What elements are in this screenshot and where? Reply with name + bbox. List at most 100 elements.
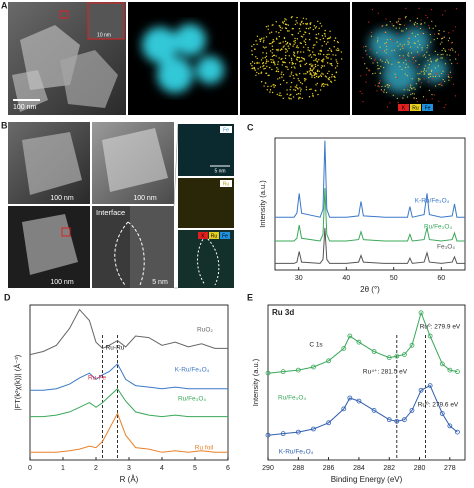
eds-dot xyxy=(314,27,317,29)
eds-dot xyxy=(418,7,420,9)
eds-dot xyxy=(377,85,379,87)
eds-dot xyxy=(294,86,296,88)
eds-dot xyxy=(278,77,281,79)
eds-dot xyxy=(430,73,432,75)
eds-dot xyxy=(392,40,394,43)
series-label: K-Ru/Fe₃O₄ xyxy=(279,449,314,456)
eds-dot xyxy=(414,35,417,37)
eds-dot xyxy=(316,69,319,71)
eds-dot xyxy=(443,30,445,32)
particle xyxy=(60,50,118,108)
eds-dot xyxy=(288,47,290,49)
eds-dot xyxy=(296,74,298,76)
eds-dot xyxy=(447,75,449,77)
eds-dot xyxy=(441,41,443,43)
series-label: Ru/Fe₃O₄ xyxy=(424,224,452,231)
eds-dot xyxy=(423,69,426,71)
eds-dot xyxy=(396,41,398,43)
data-point xyxy=(427,383,433,389)
eds-dot xyxy=(390,38,393,41)
eds-dot xyxy=(316,73,318,75)
eds-dot xyxy=(426,47,428,49)
eds-dot xyxy=(282,79,285,82)
eds-dot xyxy=(440,57,442,59)
eds-dot xyxy=(263,37,265,39)
eds-dot xyxy=(328,70,330,72)
eds-dot xyxy=(267,25,269,27)
eds-dot xyxy=(266,65,268,68)
eds-dot xyxy=(421,32,423,34)
eds-dot xyxy=(403,56,405,59)
eds-dot xyxy=(262,62,265,64)
eds-dot xyxy=(378,86,381,88)
eds-dot xyxy=(285,54,287,57)
eds-dot xyxy=(311,70,313,72)
eds-dot xyxy=(315,58,318,60)
eds-dot xyxy=(289,43,291,46)
data-point xyxy=(265,370,271,376)
map-label: Ru xyxy=(223,181,230,187)
eds-dot xyxy=(283,20,286,22)
eds-dot xyxy=(326,62,329,64)
eds-dot xyxy=(290,98,292,100)
eds-dot xyxy=(321,35,324,37)
eds-dot xyxy=(289,88,291,91)
eds-dot xyxy=(254,69,256,71)
eds-dot xyxy=(258,72,260,75)
eds-dot xyxy=(312,64,314,66)
eds-dot xyxy=(408,37,410,40)
eds-dot xyxy=(276,70,278,72)
eds-dot xyxy=(384,85,386,87)
eds-dot xyxy=(389,21,391,23)
eds-dot xyxy=(271,41,274,44)
legend-label: Ru xyxy=(412,105,419,111)
eds-dot xyxy=(450,76,453,79)
eds-dot xyxy=(405,59,407,61)
data-point xyxy=(401,352,407,358)
eds-dot xyxy=(427,44,429,46)
eds-dot xyxy=(312,68,315,70)
eds-dot xyxy=(329,36,332,38)
eds-dot xyxy=(294,89,297,92)
data-point xyxy=(447,423,453,429)
map-tag xyxy=(220,126,232,133)
eds-dot xyxy=(301,20,303,23)
eds-dot xyxy=(294,39,297,42)
eds-dot xyxy=(427,59,429,62)
eds-dot xyxy=(434,75,437,78)
eds-dot xyxy=(283,45,285,47)
eds-dot xyxy=(313,74,315,77)
eds-map xyxy=(352,2,466,115)
series-label: RuO₂ xyxy=(197,327,213,334)
eds-dot xyxy=(251,64,253,67)
eds-dot xyxy=(405,16,407,18)
eds-dot xyxy=(416,66,418,68)
eds-dot xyxy=(325,76,328,78)
eds-dot xyxy=(406,84,408,87)
x-tick-label: 284 xyxy=(353,465,365,472)
eds-dot xyxy=(328,78,330,81)
eds-dot xyxy=(293,40,295,42)
eds-dot xyxy=(395,76,397,78)
eds-dot xyxy=(319,38,321,41)
eds-dot xyxy=(438,75,440,77)
x-tick-label: 290 xyxy=(262,465,274,472)
eds-dot xyxy=(260,72,262,74)
eds-dot xyxy=(428,89,430,91)
eds-dot xyxy=(281,21,284,23)
eds-dot xyxy=(316,41,318,43)
eds-dot xyxy=(307,28,310,30)
eds-dot xyxy=(286,82,288,84)
eds-dot xyxy=(327,84,329,87)
eds-dot xyxy=(324,83,326,86)
eds-dot xyxy=(253,66,256,69)
eds-dot xyxy=(448,32,450,34)
eds-dot xyxy=(404,17,407,19)
annotation: Ru⁰: 279.9 eV xyxy=(420,323,461,331)
eds-dot xyxy=(320,50,322,53)
eds-dot xyxy=(398,27,401,29)
eds-dot xyxy=(284,48,287,50)
series-label: K-Ru/Fe₃O₄ xyxy=(415,198,450,205)
eds-dot xyxy=(309,23,312,26)
eds-dot xyxy=(360,75,362,77)
